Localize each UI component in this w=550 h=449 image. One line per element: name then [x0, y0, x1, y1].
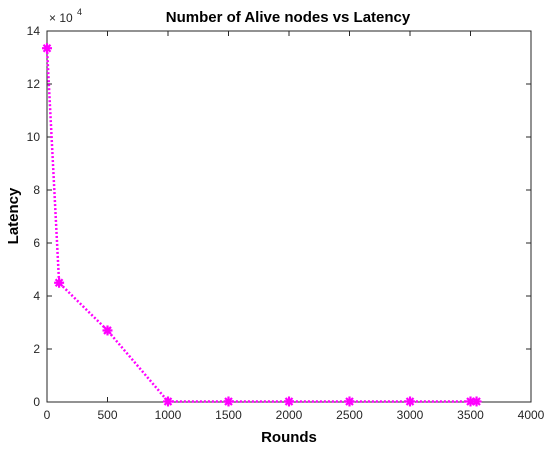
y-tick-label: 4	[33, 289, 40, 303]
y-exponent: × 10 4	[49, 7, 82, 25]
y-axis-label: Latency	[5, 187, 22, 244]
x-tick-label: 4000	[518, 408, 545, 422]
data-point	[223, 396, 234, 407]
y-exponent-base: × 10	[49, 11, 73, 25]
plot-area	[46, 30, 532, 403]
data-point	[42, 43, 52, 54]
x-tick-label: 3000	[397, 408, 424, 422]
y-tick-label: 14	[27, 24, 41, 38]
x-axis-ticks: 0 500 1000 1500 2000 2500 3000 3500 4000	[44, 31, 545, 422]
y-tick-label: 6	[33, 236, 40, 250]
x-tick-label: 3500	[457, 408, 484, 422]
y-tick-label: 2	[33, 342, 40, 356]
data-point	[102, 325, 113, 336]
series-layer	[42, 43, 482, 407]
y-tick-label: 0	[33, 395, 40, 409]
x-tick-label: 1500	[215, 408, 242, 422]
data-point	[344, 396, 355, 407]
data-point	[284, 396, 294, 407]
x-tick-label: 2500	[336, 408, 363, 422]
x-axis-label: Rounds	[261, 429, 317, 446]
x-tick-label: 500	[97, 408, 117, 422]
y-exponent-power: 4	[77, 7, 82, 17]
data-point	[163, 396, 173, 407]
series-line	[45, 48, 477, 403]
x-tick-label: 0	[44, 408, 51, 422]
y-axis-ticks: 0 2 4 6 8 10 12 14	[27, 24, 531, 409]
data-point	[471, 396, 482, 407]
data-point	[405, 396, 415, 407]
data-point	[54, 277, 65, 288]
y-tick-label: 12	[27, 77, 41, 91]
x-tick-label: 1000	[155, 408, 182, 422]
chart-title: Number of Alive nodes vs Latency	[166, 9, 411, 26]
y-tick-label: 8	[33, 183, 40, 197]
y-tick-label: 10	[27, 130, 41, 144]
x-tick-label: 2000	[276, 408, 303, 422]
